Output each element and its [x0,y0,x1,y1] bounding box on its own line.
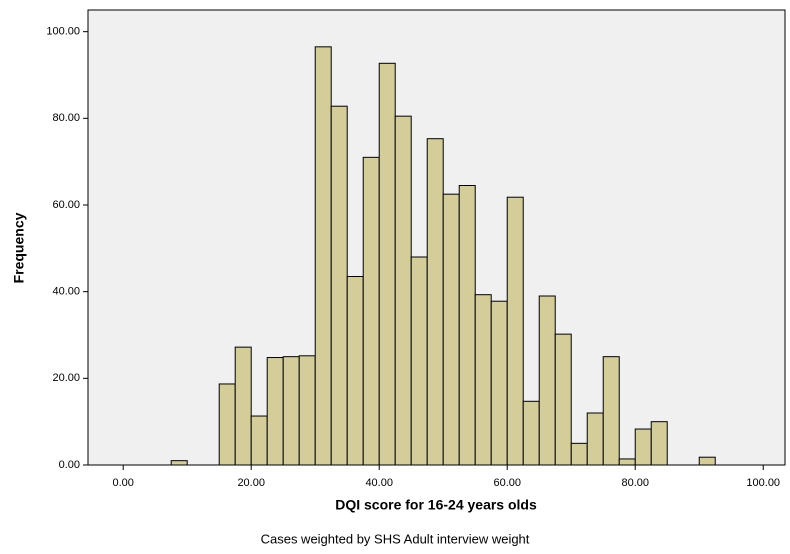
bar [346,276,364,466]
x-tick-label: 100.00 [746,477,780,489]
bar [426,138,444,466]
x-tick-label: 80.00 [621,477,649,489]
bar [266,357,284,466]
bar [650,421,668,466]
bar [442,193,460,466]
x-axis-title: DQI score for 16-24 years olds [335,497,537,513]
y-tick-label: 0.00 [59,459,80,471]
bar [362,156,380,466]
bar [250,415,268,466]
bar [618,458,636,466]
footnote: Cases weighted by SHS Adult interview we… [261,531,530,546]
bar [698,456,716,466]
y-tick-label: 100.00 [46,26,80,38]
bar [234,346,252,466]
y-tick-label: 40.00 [52,286,80,298]
bar [330,105,348,466]
bar [394,115,412,466]
bar [458,185,476,466]
bar [298,355,316,466]
bar [410,256,428,466]
bar [586,412,604,466]
bar [634,428,652,466]
bar [570,442,588,466]
x-tick-label: 40.00 [365,477,393,489]
bar [474,294,492,466]
bar [602,356,620,466]
bar [170,460,188,466]
y-tick-label: 20.00 [52,372,80,384]
bar [506,196,524,466]
bar [218,383,236,466]
y-tick-label: 60.00 [52,199,80,211]
bar [378,62,396,466]
bar [538,295,556,466]
bar [282,356,300,466]
bar [314,46,332,466]
x-tick-label: 20.00 [237,477,265,489]
bar [554,333,572,466]
bar [490,300,508,466]
y-tick-label: 80.00 [52,112,80,124]
x-tick-label: 60.00 [493,477,521,489]
y-axis-title: Frequency [11,212,27,283]
x-tick-label: 0.00 [112,477,133,489]
bar [522,400,540,466]
